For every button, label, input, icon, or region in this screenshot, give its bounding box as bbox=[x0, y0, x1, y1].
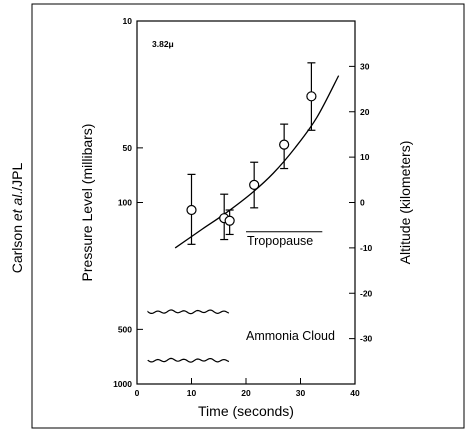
x-tick-label: 20 bbox=[241, 388, 251, 398]
y2-tick-label: 30 bbox=[360, 61, 370, 71]
y-tick-label: 10 bbox=[123, 16, 133, 26]
y2-tick-label: 0 bbox=[360, 198, 365, 208]
wavelength-label: 3.82μ bbox=[152, 39, 174, 49]
y-tick-label: 1000 bbox=[113, 379, 132, 389]
y2-axis-title: Altitude (kilometers) bbox=[397, 141, 413, 265]
figure-frame bbox=[31, 3, 465, 429]
point-marker bbox=[249, 179, 260, 191]
x-tick-label: 0 bbox=[135, 388, 140, 398]
data-point bbox=[224, 209, 235, 236]
point-marker bbox=[306, 91, 317, 102]
y-tick-label: 500 bbox=[118, 324, 132, 334]
point-marker bbox=[279, 139, 290, 150]
tropopause-label: Tropopause bbox=[247, 234, 313, 248]
y-axis-title: Pressure Level (millibars) bbox=[79, 124, 95, 282]
fit-curve bbox=[174, 75, 340, 249]
x-axis-ticks: 0 10 20 30 40 bbox=[135, 378, 360, 398]
point-marker bbox=[186, 204, 197, 216]
point-marker bbox=[224, 215, 235, 226]
ammonia-cloud-label: Ammonia Cloud bbox=[246, 329, 335, 343]
y2-tick-label: -30 bbox=[360, 334, 373, 344]
y2-tick-label: -10 bbox=[360, 243, 373, 253]
data-point bbox=[306, 62, 317, 131]
y2-axis-ticks: 30 20 10 0 -10 -20 -30 bbox=[349, 61, 373, 344]
y2-tick-label: 10 bbox=[360, 152, 370, 162]
y-tick-label: 50 bbox=[123, 143, 133, 153]
data-point bbox=[186, 173, 197, 245]
cloud-band bbox=[147, 309, 230, 315]
data-point bbox=[249, 161, 260, 209]
x-tick-label: 40 bbox=[350, 388, 360, 398]
x-tick-label: 10 bbox=[187, 388, 197, 398]
data-point bbox=[279, 123, 290, 170]
y2-tick-label: -20 bbox=[360, 288, 373, 298]
x-tick-label: 30 bbox=[296, 388, 306, 398]
cloud-band bbox=[147, 357, 230, 363]
ammonia-cloud-bands bbox=[147, 309, 230, 363]
x-axis-title: Time (seconds) bbox=[198, 403, 294, 419]
y-tick-label: 100 bbox=[118, 198, 132, 208]
y-axis-ticks: 10 50 100 500 1000 bbox=[113, 16, 143, 389]
data-points bbox=[186, 62, 317, 245]
credit-text: Carlson et al./JPL bbox=[9, 163, 25, 274]
y2-tick-label: 20 bbox=[360, 107, 370, 117]
